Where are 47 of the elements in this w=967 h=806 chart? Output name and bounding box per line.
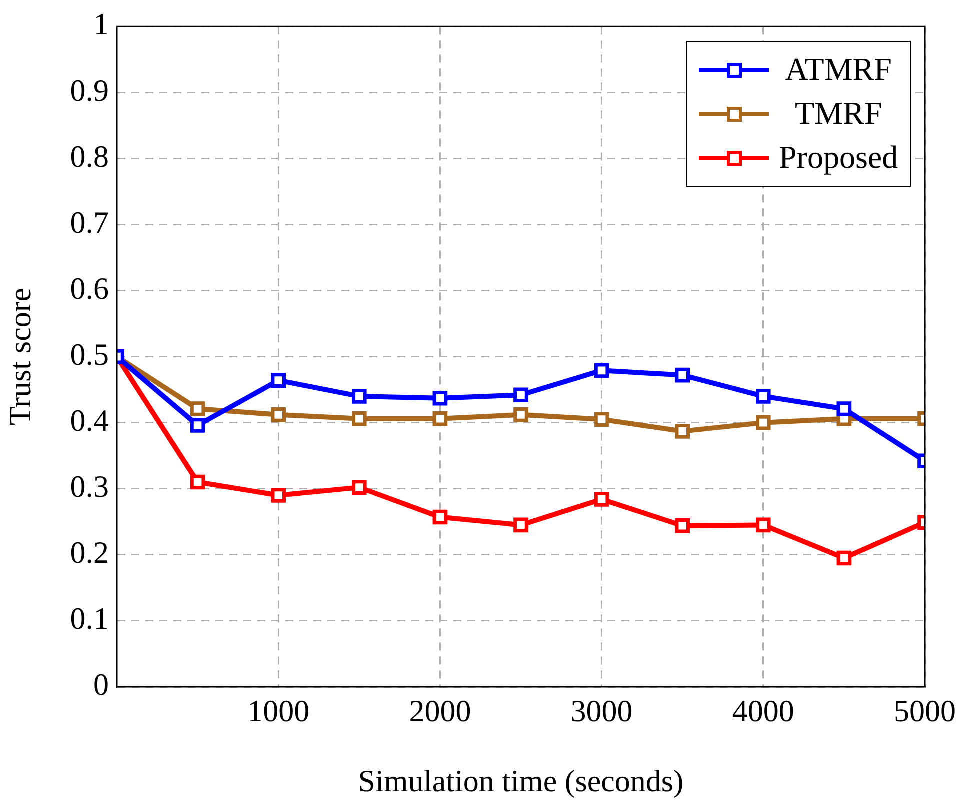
legend-label: TMRF — [794, 95, 884, 132]
x-axis-title: Simulation time (seconds) — [358, 764, 684, 799]
point — [271, 373, 286, 388]
point — [352, 480, 367, 495]
point — [190, 418, 206, 433]
y-tick-label: 0.7 — [70, 204, 109, 240]
point — [594, 363, 610, 378]
point — [756, 415, 771, 430]
y-tick-label: 0.4 — [70, 402, 110, 438]
point — [514, 388, 528, 403]
y-tick-label: 0.3 — [70, 469, 109, 504]
point — [432, 510, 448, 525]
point — [514, 408, 528, 422]
point — [352, 389, 367, 404]
legend-label: Proposed — [779, 139, 898, 176]
y-tick-label: 0.1 — [70, 601, 109, 636]
point — [594, 412, 610, 427]
point — [352, 411, 367, 426]
point — [271, 408, 286, 422]
point — [836, 402, 852, 416]
x-tick-label: 4000 — [732, 694, 794, 729]
point — [190, 474, 206, 490]
y-tick-label: 0.8 — [70, 138, 109, 174]
point — [271, 488, 286, 503]
y-axis-title: Trust score — [2, 288, 38, 426]
point — [190, 402, 206, 416]
x-tick-label: 1000 — [248, 694, 310, 729]
x-tick-label: 2000 — [409, 694, 472, 729]
point — [432, 411, 448, 426]
point — [514, 518, 528, 533]
y-tick-label: 0.9 — [70, 72, 109, 108]
point — [432, 391, 448, 406]
y-tick-label: 0 — [94, 667, 109, 702]
point — [594, 492, 610, 507]
point — [756, 518, 771, 533]
point — [675, 424, 690, 439]
point — [836, 550, 852, 566]
y-tick-label: 0.2 — [70, 535, 109, 570]
point — [675, 518, 690, 534]
y-tick-label: 0.6 — [70, 270, 109, 306]
y-tick-label: 0.5 — [70, 336, 109, 372]
legend-label: ATMRF — [784, 51, 893, 88]
y-tick-label: 1 — [94, 6, 109, 42]
point — [756, 389, 771, 404]
x-tick-label: 3000 — [570, 694, 633, 729]
point — [675, 368, 690, 383]
x-tick-label: 5000 — [894, 694, 956, 729]
